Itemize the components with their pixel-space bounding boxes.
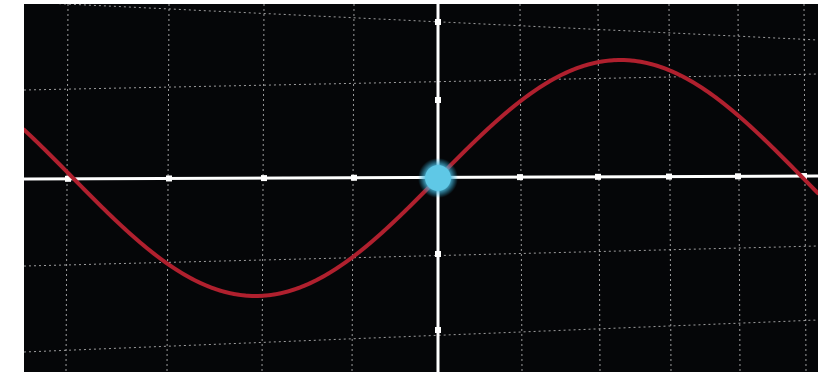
- sine-curve: [24, 57, 818, 299]
- grid-line-vertical: [519, 4, 523, 372]
- axis-tick: [435, 19, 441, 25]
- grid-line-vertical: [668, 4, 672, 372]
- axis-tick: [435, 251, 441, 257]
- axis-tick: [166, 175, 172, 182]
- grid-line-vertical: [737, 4, 741, 372]
- axis-tick: [595, 173, 601, 180]
- axis-tick: [735, 173, 741, 180]
- grid-line-vertical: [803, 4, 807, 372]
- axis-tick: [435, 97, 441, 103]
- grid-line-vertical: [261, 4, 265, 372]
- axis-tick: [261, 175, 267, 182]
- axis-tick: [65, 175, 71, 182]
- sine-plot: [24, 4, 818, 372]
- axis-tick: [801, 173, 807, 180]
- origin-marker-dot[interactable]: [425, 165, 451, 191]
- graph-canvas[interactable]: [24, 4, 818, 372]
- grid-line-vertical: [351, 4, 355, 372]
- origin-marker[interactable]: [418, 158, 458, 198]
- grid-line-horizontal: [24, 245, 818, 267]
- axis-tick: [351, 174, 357, 181]
- grid-line-vertical: [65, 4, 69, 372]
- grid-line-vertical: [597, 4, 601, 372]
- axis-ticks: [65, 19, 807, 333]
- axis-tick: [666, 173, 672, 180]
- grid-line-vertical: [166, 4, 170, 372]
- axis-tick: [517, 174, 523, 181]
- axis-tick: [435, 327, 441, 333]
